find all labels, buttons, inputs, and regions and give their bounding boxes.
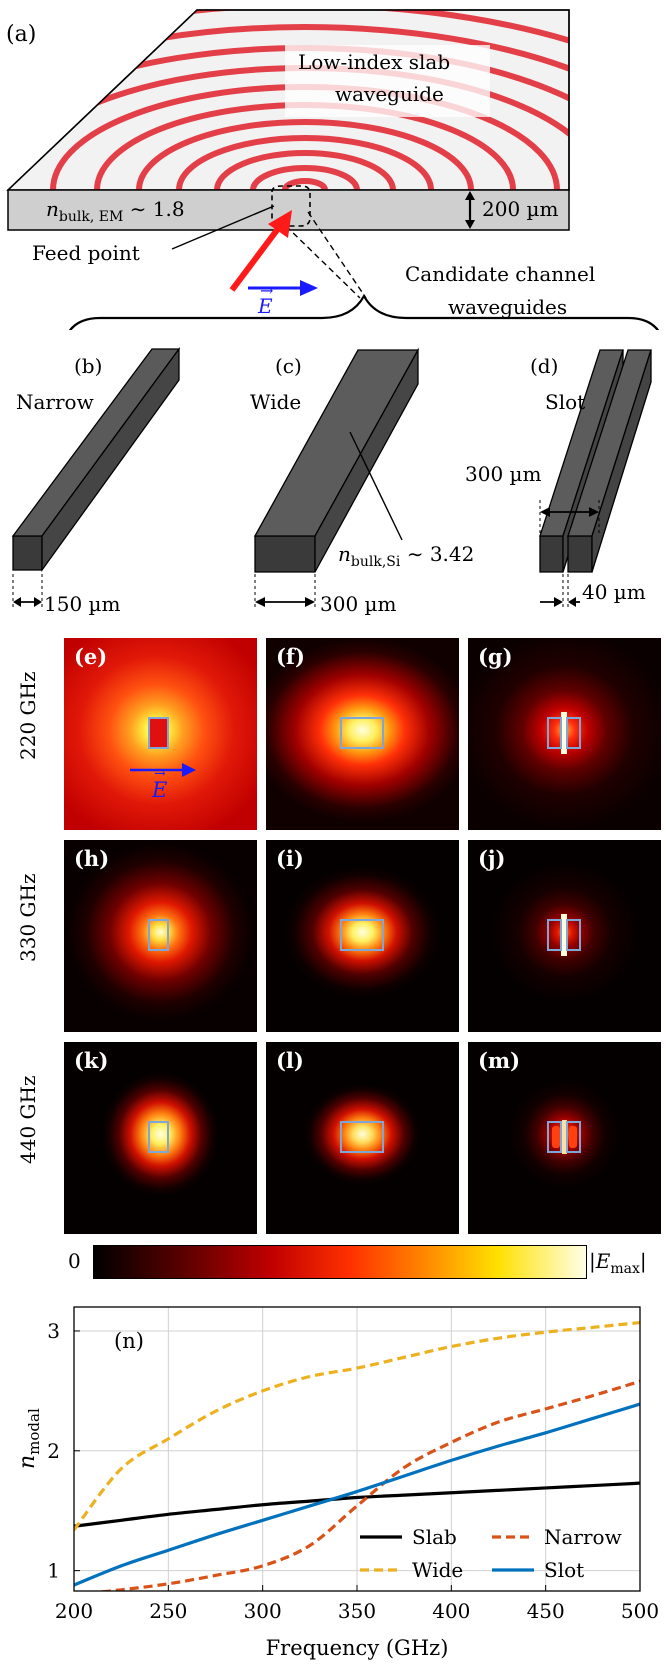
panel-letter-i: (i) xyxy=(276,846,304,871)
panel-d-tag: (d) xyxy=(530,354,559,378)
slab-label-line1: Low-index slab xyxy=(298,50,451,74)
slot-waveguide-outline-right xyxy=(566,717,581,749)
wide-width-label: 300 µm xyxy=(320,592,397,616)
n-bulk-em-label: nbulk, EM ∼ 1.8 xyxy=(46,197,185,225)
slot-gap-label: 40 µm xyxy=(582,580,646,604)
slot-waveguide-outline-left xyxy=(547,1121,562,1153)
e-symbol: E xyxy=(258,294,273,318)
row-label-330: 330 GHz xyxy=(16,873,40,963)
slot-label: Slot xyxy=(545,390,586,414)
narrow-width-label: 150 µm xyxy=(44,592,121,616)
wide-waveguide xyxy=(253,347,420,573)
panel-letter-e: (e) xyxy=(74,644,108,669)
panel-n-tag: (n) xyxy=(114,1329,144,1353)
panel-letter-f: (f) xyxy=(276,644,305,669)
slab-label-line2: waveguide xyxy=(335,82,444,106)
field-map-f: (f) xyxy=(266,638,459,830)
field-map-l: (l) xyxy=(266,1042,459,1234)
row-label-220: 220 GHz xyxy=(16,671,40,761)
n-si-value: ∼ 3.42 xyxy=(400,542,475,566)
e-field-vector-label: → E xyxy=(258,281,274,318)
x-tick-label: 450 xyxy=(527,1599,565,1623)
colorbar-max-symbol: |E xyxy=(589,1249,611,1273)
slot-waveguide-outline-left xyxy=(547,919,562,951)
field-map-i: (i) xyxy=(266,840,459,1032)
wide-waveguide-outline xyxy=(340,1121,384,1153)
slot-waveguide xyxy=(539,349,652,573)
panel-c-tag: (c) xyxy=(275,354,302,378)
channel-waveguides-drawing xyxy=(11,347,652,608)
y-axis-label: nmodal xyxy=(15,1408,43,1469)
x-tick-label: 250 xyxy=(149,1599,187,1623)
slot-waveguide-outline-right xyxy=(566,1121,581,1153)
feed-point-label: Feed point xyxy=(32,241,140,265)
row-label-440: 440 GHz xyxy=(16,1075,40,1165)
n-si-symbol: n xyxy=(338,542,351,566)
panel-letter-h: (h) xyxy=(74,846,110,871)
x-tick-label: 300 xyxy=(244,1599,282,1623)
panel-letter-j: (j) xyxy=(478,846,506,871)
colorbar-max-bar: | xyxy=(639,1249,647,1273)
n-value: ∼ 1.8 xyxy=(123,197,185,221)
modal-index-chart: 200 250 300 350 400 450 500 1 2 3 Frequency (GHz) n… xyxy=(15,1306,659,1660)
colorbar-max-label: |Emax| xyxy=(589,1249,647,1277)
panel-letter-l: (l) xyxy=(276,1048,304,1073)
series-line-slab xyxy=(74,1481,640,1528)
panel-letter-m: (m) xyxy=(478,1048,521,1073)
colorbar-max-sub: max xyxy=(610,1261,640,1277)
slot-outer-width-label: 300 µm xyxy=(465,462,542,486)
n-bulk-si-label: nbulk,Si ∼ 3.42 xyxy=(338,542,474,570)
y-tick-label: 2 xyxy=(47,1439,60,1463)
narrow-label: Narrow xyxy=(16,390,94,414)
x-axis-label: Frequency (GHz) xyxy=(266,1636,449,1660)
field-map-g: (g) xyxy=(468,638,661,830)
narrow-waveguide-outline xyxy=(148,1121,169,1153)
series-line-slot xyxy=(74,1402,640,1587)
y-tick-label: 3 xyxy=(47,1319,60,1343)
panel-letter-g: (g) xyxy=(478,644,513,669)
x-tick-label: 400 xyxy=(432,1599,470,1623)
slab-waveguide-drawing xyxy=(6,9,660,330)
legend-label-narrow: Narrow xyxy=(544,1525,622,1549)
legend-label-wide: Wide xyxy=(412,1558,463,1582)
panel-a-tag: (a) xyxy=(6,22,37,47)
narrow-waveguide-outline xyxy=(148,919,169,951)
slot-waveguide-outline-left xyxy=(547,717,562,749)
thickness-label: 200 µm xyxy=(482,197,559,221)
n-si-subscript: bulk,Si xyxy=(350,554,401,570)
series-line-narrow xyxy=(94,1379,640,1591)
wide-label: Wide xyxy=(250,390,302,414)
x-tick-label: 200 xyxy=(55,1599,93,1623)
field-map-k: (k) xyxy=(64,1042,257,1234)
y-tick-label: 1 xyxy=(47,1559,60,1583)
candidate-label-line1: Candidate channel xyxy=(405,262,596,286)
panel-letter-k: (k) xyxy=(74,1048,109,1073)
slot-waveguide-outline-right xyxy=(566,919,581,951)
field-map-e: (e) → E xyxy=(64,638,257,830)
field-map-m: (m) xyxy=(468,1042,661,1234)
wide-waveguide-outline xyxy=(340,919,384,951)
series-line-wide xyxy=(74,1320,640,1531)
e-field-label: → E xyxy=(152,766,168,802)
field-map-j: (j) xyxy=(468,840,661,1032)
x-tick-label: 350 xyxy=(338,1599,376,1623)
wide-waveguide-outline xyxy=(340,717,384,749)
candidate-label-line2: waveguides xyxy=(448,295,568,319)
colorbar xyxy=(93,1245,587,1279)
legend-label-slab: Slab xyxy=(412,1525,457,1549)
n-subscript: bulk, EM xyxy=(58,209,124,225)
narrow-waveguide-outline xyxy=(148,717,169,749)
n-symbol: n xyxy=(46,197,59,221)
legend-label-slot: Slot xyxy=(544,1558,584,1582)
field-map-h: (h) xyxy=(64,840,257,1032)
x-tick-label: 500 xyxy=(621,1599,659,1623)
narrow-waveguide xyxy=(11,347,181,573)
colorbar-min-label: 0 xyxy=(68,1249,81,1273)
e-field-arrow xyxy=(130,763,196,777)
panel-b-tag: (b) xyxy=(74,354,103,378)
